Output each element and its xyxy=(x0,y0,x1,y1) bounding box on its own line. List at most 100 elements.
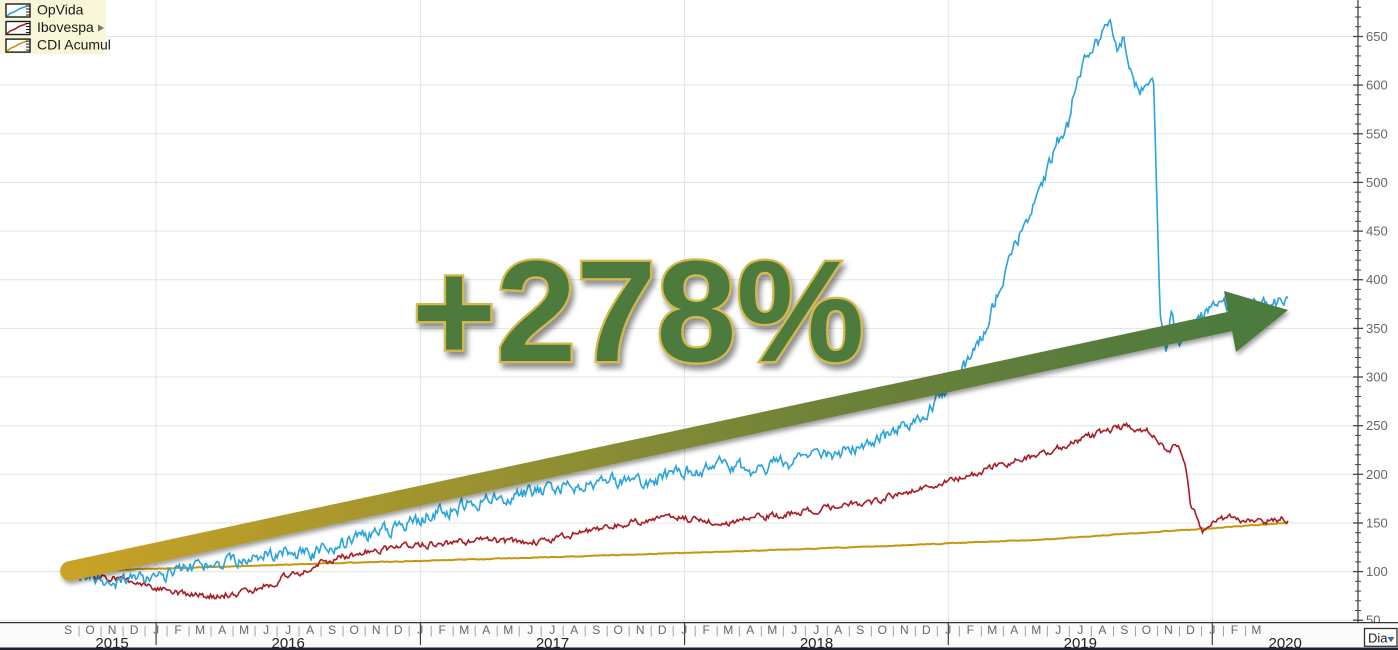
svg-text:M: M xyxy=(767,623,777,637)
svg-text:|: | xyxy=(738,625,741,637)
svg-text:N: N xyxy=(372,623,381,637)
svg-text:O: O xyxy=(350,623,359,637)
svg-text:|: | xyxy=(452,625,455,637)
svg-text:J: J xyxy=(263,623,269,637)
svg-text:M: M xyxy=(1251,623,1261,637)
svg-text:|: | xyxy=(672,625,675,637)
svg-text:F: F xyxy=(967,623,974,637)
svg-text:A: A xyxy=(218,623,226,637)
svg-text:J: J xyxy=(1209,623,1215,637)
svg-text:D: D xyxy=(1186,623,1195,637)
svg-text:|: | xyxy=(1244,625,1247,637)
svg-text:+278%: +278% xyxy=(412,231,864,392)
svg-text:S: S xyxy=(1120,623,1128,637)
svg-text:|: | xyxy=(430,625,433,637)
svg-text:550: 550 xyxy=(1366,126,1388,141)
svg-text:S: S xyxy=(64,623,72,637)
svg-text:M: M xyxy=(503,623,513,637)
svg-text:|: | xyxy=(1200,625,1203,637)
svg-text:|: | xyxy=(1024,625,1027,637)
svg-text:|: | xyxy=(474,625,477,637)
svg-text:Ibovespa: Ibovespa xyxy=(37,19,94,35)
svg-text:A: A xyxy=(570,623,578,637)
svg-text:D: D xyxy=(658,623,667,637)
svg-text:S: S xyxy=(856,623,864,637)
svg-text:F: F xyxy=(703,623,710,637)
svg-text:F: F xyxy=(174,623,181,637)
svg-text:N: N xyxy=(900,623,909,637)
svg-text:|: | xyxy=(386,625,389,637)
svg-text:|: | xyxy=(144,625,147,637)
svg-text:S: S xyxy=(592,623,600,637)
svg-text:J: J xyxy=(527,623,533,637)
svg-text:150: 150 xyxy=(1366,516,1388,531)
svg-text:J: J xyxy=(417,623,423,637)
svg-text:M: M xyxy=(723,623,733,637)
svg-text:Dia: Dia xyxy=(1368,630,1388,645)
svg-text:|: | xyxy=(980,625,983,637)
svg-text:A: A xyxy=(746,623,754,637)
svg-text:A: A xyxy=(1098,623,1106,637)
svg-text:O: O xyxy=(878,623,887,637)
svg-text:|: | xyxy=(870,625,873,637)
svg-text:A: A xyxy=(834,623,842,637)
svg-text:|: | xyxy=(1134,625,1137,637)
svg-text:J: J xyxy=(1055,623,1061,637)
svg-text:|: | xyxy=(650,625,653,637)
svg-text:250: 250 xyxy=(1366,418,1388,433)
svg-text:500: 500 xyxy=(1366,175,1388,190)
svg-text:400: 400 xyxy=(1366,272,1388,287)
svg-text:|: | xyxy=(606,625,609,637)
svg-text:600: 600 xyxy=(1366,78,1388,93)
svg-text:|: | xyxy=(584,625,587,637)
svg-text:O: O xyxy=(1142,623,1151,637)
svg-text:|: | xyxy=(694,625,697,637)
svg-text:650: 650 xyxy=(1366,29,1388,44)
svg-text:M: M xyxy=(1031,623,1041,637)
svg-text:M: M xyxy=(239,623,249,637)
svg-text:|: | xyxy=(342,625,345,637)
svg-text:|: | xyxy=(1002,625,1005,637)
svg-text:|: | xyxy=(364,625,367,637)
svg-text:|: | xyxy=(914,625,917,637)
svg-text:|: | xyxy=(320,625,323,637)
svg-text:M: M xyxy=(987,623,997,637)
svg-text:|: | xyxy=(166,625,169,637)
svg-text:J: J xyxy=(945,623,951,637)
svg-text:J: J xyxy=(791,623,797,637)
svg-text:|: | xyxy=(496,625,499,637)
svg-text:350: 350 xyxy=(1366,321,1388,336)
svg-text:M: M xyxy=(459,623,469,637)
svg-text:J: J xyxy=(681,623,687,637)
svg-text:|: | xyxy=(210,625,213,637)
svg-text:200: 200 xyxy=(1366,467,1388,482)
svg-text:|: | xyxy=(782,625,785,637)
svg-text:100: 100 xyxy=(1366,564,1388,579)
svg-text:D: D xyxy=(922,623,931,637)
svg-text:|: | xyxy=(848,625,851,637)
svg-text:300: 300 xyxy=(1366,370,1388,385)
svg-text:|: | xyxy=(1156,625,1159,637)
svg-text:F: F xyxy=(439,623,446,637)
svg-text:|: | xyxy=(254,625,257,637)
svg-text:|: | xyxy=(936,625,939,637)
svg-text:OpVida: OpVida xyxy=(37,2,84,18)
svg-text:D: D xyxy=(130,623,139,637)
svg-text:|: | xyxy=(760,625,763,637)
svg-text:A: A xyxy=(306,623,314,637)
svg-text:S: S xyxy=(328,623,336,637)
svg-text:O: O xyxy=(85,623,94,637)
svg-text:CDI Acumul: CDI Acumul xyxy=(37,37,111,53)
svg-text:D: D xyxy=(394,623,403,637)
svg-text:|: | xyxy=(408,625,411,637)
svg-text:|: | xyxy=(892,625,895,637)
svg-text:M: M xyxy=(195,623,205,637)
svg-text:|: | xyxy=(628,625,631,637)
svg-text:J: J xyxy=(153,623,159,637)
svg-text:|: | xyxy=(1112,625,1115,637)
svg-text:A: A xyxy=(482,623,490,637)
svg-text:|: | xyxy=(958,625,961,637)
svg-text:|: | xyxy=(1222,625,1225,637)
svg-text:N: N xyxy=(1164,623,1173,637)
svg-text:|: | xyxy=(518,625,521,637)
